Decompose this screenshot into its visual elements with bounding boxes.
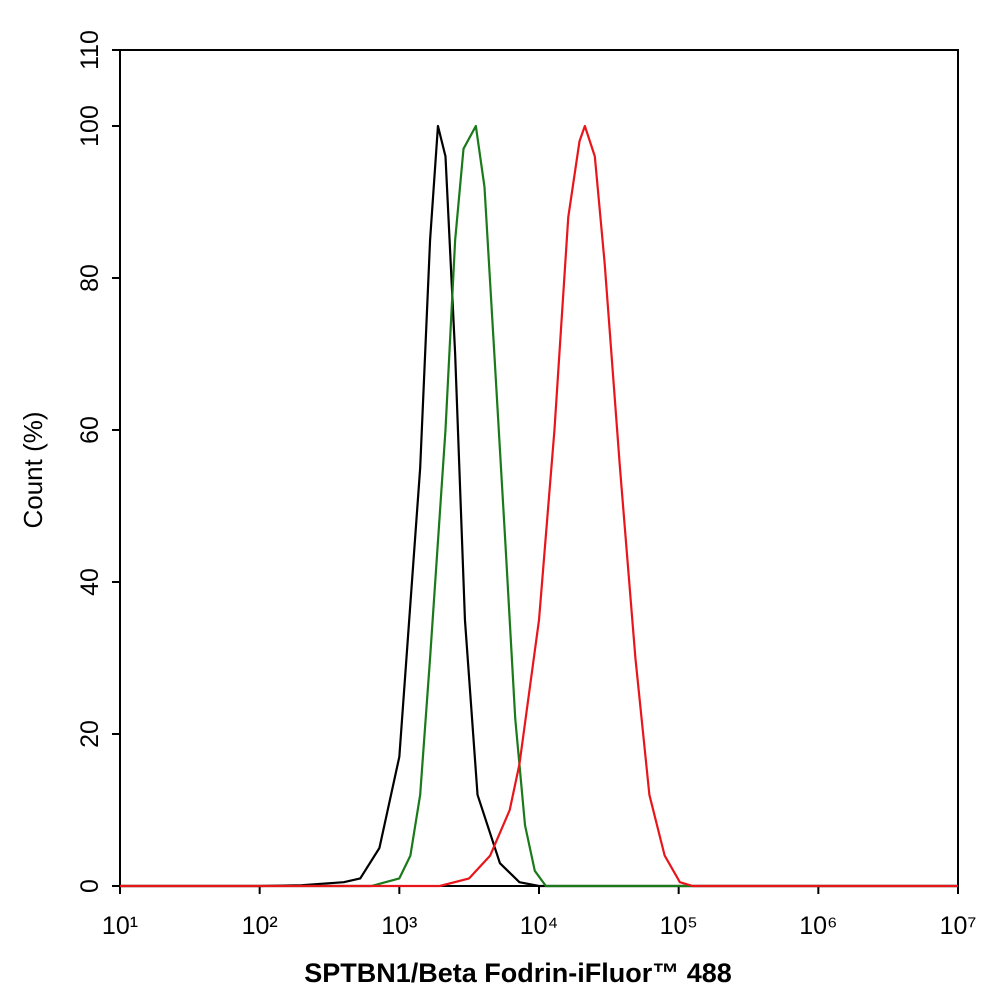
y-tick-label: 100 [76, 105, 104, 147]
x-tick-label: 10² [242, 912, 278, 940]
histogram-line [120, 124, 958, 888]
x-tick-label: 10⁵ [660, 912, 698, 940]
y-tick-label: 80 [76, 264, 104, 292]
histogram-line [120, 124, 958, 888]
y-tick-label: 20 [76, 720, 104, 748]
x-tick-label: 10⁴ [520, 912, 559, 940]
y-tick-label: 60 [76, 416, 104, 444]
x-tick-label: 10³ [381, 912, 417, 940]
y-axis-label: Count (%) [18, 411, 48, 528]
x-tick-label: 10¹ [102, 912, 138, 940]
plot-frame [119, 49, 959, 887]
y-tick-label: 110 [76, 30, 104, 70]
x-tick-label: 10⁷ [940, 912, 977, 940]
histogram-line [120, 124, 958, 888]
x-tick-label: 10⁶ [799, 912, 837, 940]
x-axis-label: SPTBN1/Beta Fodrin-iFluor™ 488 [304, 958, 732, 988]
y-tick-label: 40 [76, 568, 104, 596]
y-tick-label: 0 [76, 879, 104, 893]
